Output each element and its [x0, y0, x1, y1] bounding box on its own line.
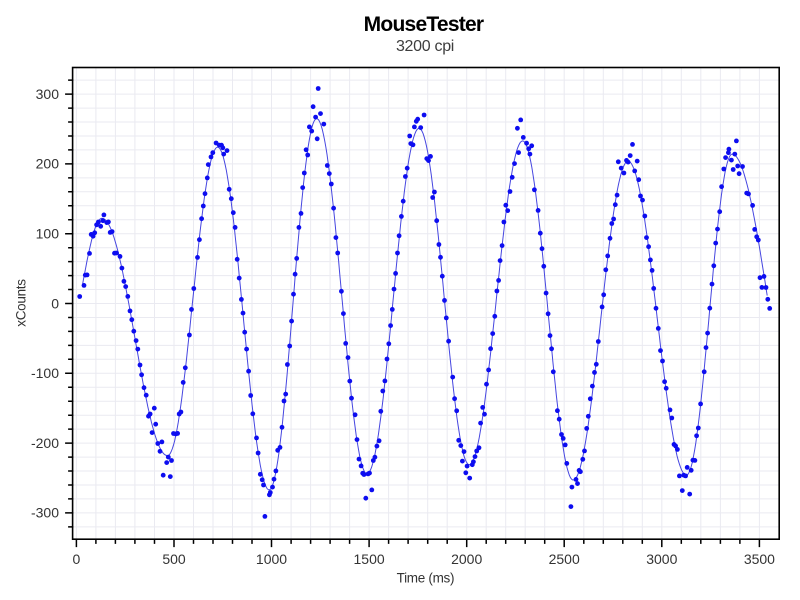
- svg-text:xCounts: xCounts: [14, 279, 29, 327]
- svg-text:0: 0: [51, 295, 59, 311]
- svg-text:2000: 2000: [451, 551, 482, 567]
- svg-text:2500: 2500: [549, 551, 580, 567]
- svg-text:3200 cpi: 3200 cpi: [396, 38, 454, 55]
- svg-text:100: 100: [36, 226, 60, 242]
- svg-text:3500: 3500: [744, 551, 775, 567]
- svg-text:200: 200: [36, 156, 60, 172]
- svg-text:-300: -300: [31, 505, 59, 521]
- svg-text:0: 0: [73, 551, 81, 567]
- svg-text:500: 500: [162, 551, 186, 567]
- svg-text:MouseTester: MouseTester: [364, 13, 484, 36]
- svg-text:Time (ms): Time (ms): [397, 571, 455, 586]
- svg-text:1500: 1500: [354, 551, 385, 567]
- svg-text:1000: 1000: [256, 551, 287, 567]
- svg-text:300: 300: [36, 86, 60, 102]
- svg-text:-100: -100: [31, 365, 59, 381]
- svg-text:3000: 3000: [646, 551, 677, 567]
- svg-text:-200: -200: [31, 435, 59, 451]
